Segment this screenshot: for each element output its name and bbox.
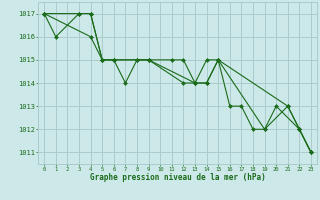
- X-axis label: Graphe pression niveau de la mer (hPa): Graphe pression niveau de la mer (hPa): [90, 173, 266, 182]
